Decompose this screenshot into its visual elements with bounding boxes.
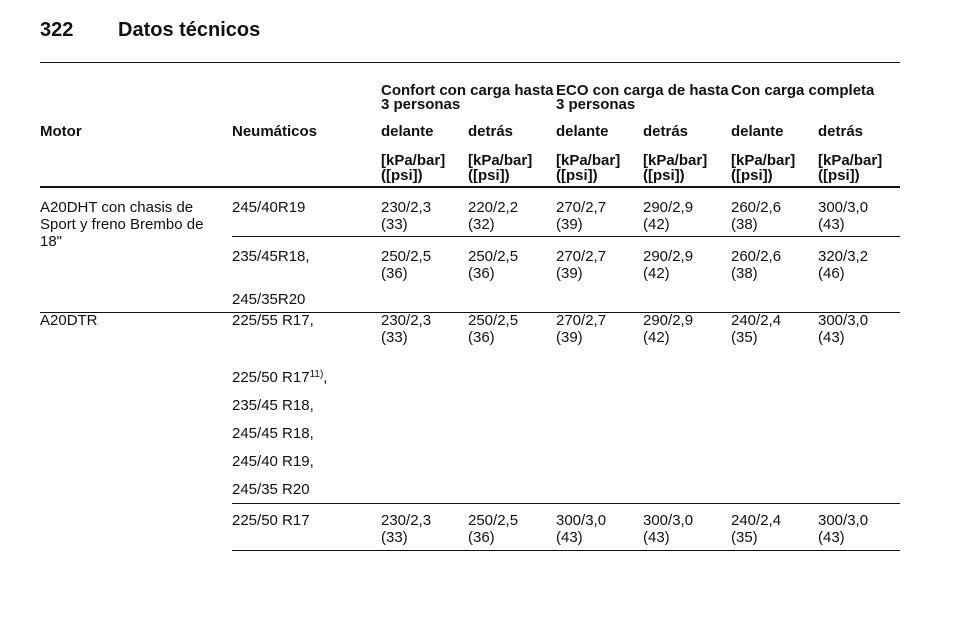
row-rule [40, 312, 900, 313]
row-rule [232, 503, 900, 504]
column-header: detrás [818, 123, 864, 140]
pressure: 300/3,0 [643, 512, 694, 529]
pressure: 240/2,4 [731, 312, 782, 329]
pressure: (36) [468, 529, 495, 546]
column-header: delante [381, 123, 434, 140]
pressure: 260/2,6 [731, 248, 782, 265]
row-rule [232, 550, 900, 551]
pressure: 290/2,9 [643, 248, 694, 265]
tire: 225/55 R17, [232, 312, 314, 329]
group-header: 3 personas [556, 96, 636, 113]
group-header: Confort con carga hasta [381, 82, 554, 99]
pressure: 300/3,0 [818, 312, 869, 329]
unit: [kPa/bar] [556, 152, 621, 169]
pressure: (32) [468, 216, 495, 233]
tire: 245/45 R18, [232, 425, 314, 442]
tire: 245/35 R20 [232, 481, 310, 498]
unit: [kPa/bar] [818, 152, 883, 169]
unit: [kPa/bar] [381, 152, 446, 169]
unit: ([psi]) [381, 167, 423, 184]
group-header: Con carga completa [731, 82, 875, 99]
pressure: (39) [556, 329, 583, 346]
pressure: 270/2,7 [556, 199, 607, 216]
group-header: 3 personas [381, 96, 461, 113]
pressure: 270/2,7 [556, 312, 607, 329]
unit: [kPa/bar] [643, 152, 708, 169]
unit: [kPa/bar] [731, 152, 796, 169]
header-rule [40, 62, 900, 63]
pressure: (33) [381, 529, 408, 546]
pressure: (36) [468, 329, 495, 346]
pressure: (36) [468, 265, 495, 282]
column-header: Neumáticos [232, 123, 318, 140]
pressure: (43) [818, 216, 845, 233]
unit: ([psi]) [643, 167, 685, 184]
pressure: 250/2,5 [468, 248, 519, 265]
pressure: (42) [643, 265, 670, 282]
column-header: delante [731, 123, 784, 140]
pressure: (43) [818, 529, 845, 546]
pressure: (43) [643, 529, 670, 546]
column-header: detrás [468, 123, 514, 140]
unit: ([psi]) [731, 167, 773, 184]
tire: 245/35R20 [232, 291, 306, 308]
pressure: (36) [381, 265, 408, 282]
unit: [kPa/bar] [468, 152, 533, 169]
pressure: (42) [643, 329, 670, 346]
column-header: Motor [40, 123, 82, 140]
pressure: (39) [556, 265, 583, 282]
pressure: (46) [818, 265, 845, 282]
pressure: (42) [643, 216, 670, 233]
motor: 18" [40, 233, 63, 250]
tire: 235/45R18, [232, 248, 310, 265]
page-number: 322 [40, 19, 74, 41]
footnote: 11) [309, 369, 324, 380]
pressure: 290/2,9 [643, 199, 694, 216]
pressure: (35) [731, 529, 758, 546]
pressure: 220/2,2 [468, 199, 519, 216]
unit: ([psi]) [818, 167, 860, 184]
pressure: 320/3,2 [818, 248, 869, 265]
unit: ([psi]) [468, 167, 510, 184]
pressure: 250/2,5 [381, 248, 432, 265]
tire: 235/45 R18, [232, 397, 314, 414]
page-title: Datos técnicos [118, 19, 261, 41]
column-header: detrás [643, 123, 689, 140]
tire-text: 225/50 R17 [232, 369, 310, 386]
pressure: (39) [556, 216, 583, 233]
row-rule [232, 236, 900, 237]
pressure: 250/2,5 [468, 512, 519, 529]
pressure: 300/3,0 [818, 512, 869, 529]
motor: A20DTR [40, 312, 98, 329]
pressure: (33) [381, 329, 408, 346]
pressure: (33) [381, 216, 408, 233]
pressure: (35) [731, 329, 758, 346]
tire: 245/40R19 [232, 199, 306, 216]
group-header: ECO con carga de hasta [556, 82, 729, 99]
motor: Sport y freno Brembo de [40, 216, 204, 233]
tire-suffix: , [323, 369, 328, 386]
table-header-rule [40, 186, 900, 188]
pressure: (38) [731, 216, 758, 233]
pressure: 260/2,6 [731, 199, 782, 216]
pressure: (43) [818, 329, 845, 346]
pressure: 270/2,7 [556, 248, 607, 265]
pressure: 240/2,4 [731, 512, 782, 529]
pressure: 300/3,0 [818, 199, 869, 216]
tire: 245/40 R19, [232, 453, 314, 470]
column-header: delante [556, 123, 609, 140]
pressure: 250/2,5 [468, 312, 519, 329]
pressure: 290/2,9 [643, 312, 694, 329]
pressure: (38) [731, 265, 758, 282]
unit: ([psi]) [556, 167, 598, 184]
pressure: (43) [556, 529, 583, 546]
pressure: 230/2,3 [381, 312, 432, 329]
pressure: 230/2,3 [381, 512, 432, 529]
motor: A20DHT con chasis de [40, 199, 194, 216]
tire: 225/50 R1711), [232, 369, 328, 386]
tire: 225/50 R17 [232, 512, 310, 529]
pressure: 300/3,0 [556, 512, 607, 529]
pressure: 230/2,3 [381, 199, 432, 216]
